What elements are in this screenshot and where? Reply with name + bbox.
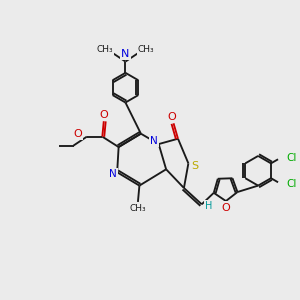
Text: O: O (221, 202, 230, 213)
Text: CH₃: CH₃ (138, 45, 154, 54)
Text: N: N (150, 136, 158, 146)
Text: O: O (99, 110, 108, 120)
Text: O: O (73, 129, 82, 139)
Text: CH₃: CH₃ (130, 204, 146, 213)
Text: N: N (121, 49, 130, 59)
Text: O: O (168, 112, 176, 122)
Text: CH₃: CH₃ (96, 45, 113, 54)
Text: S: S (191, 161, 199, 171)
Text: Cl: Cl (286, 153, 297, 163)
Text: H: H (206, 201, 213, 211)
Text: Cl: Cl (286, 179, 297, 189)
Text: N: N (109, 169, 117, 179)
